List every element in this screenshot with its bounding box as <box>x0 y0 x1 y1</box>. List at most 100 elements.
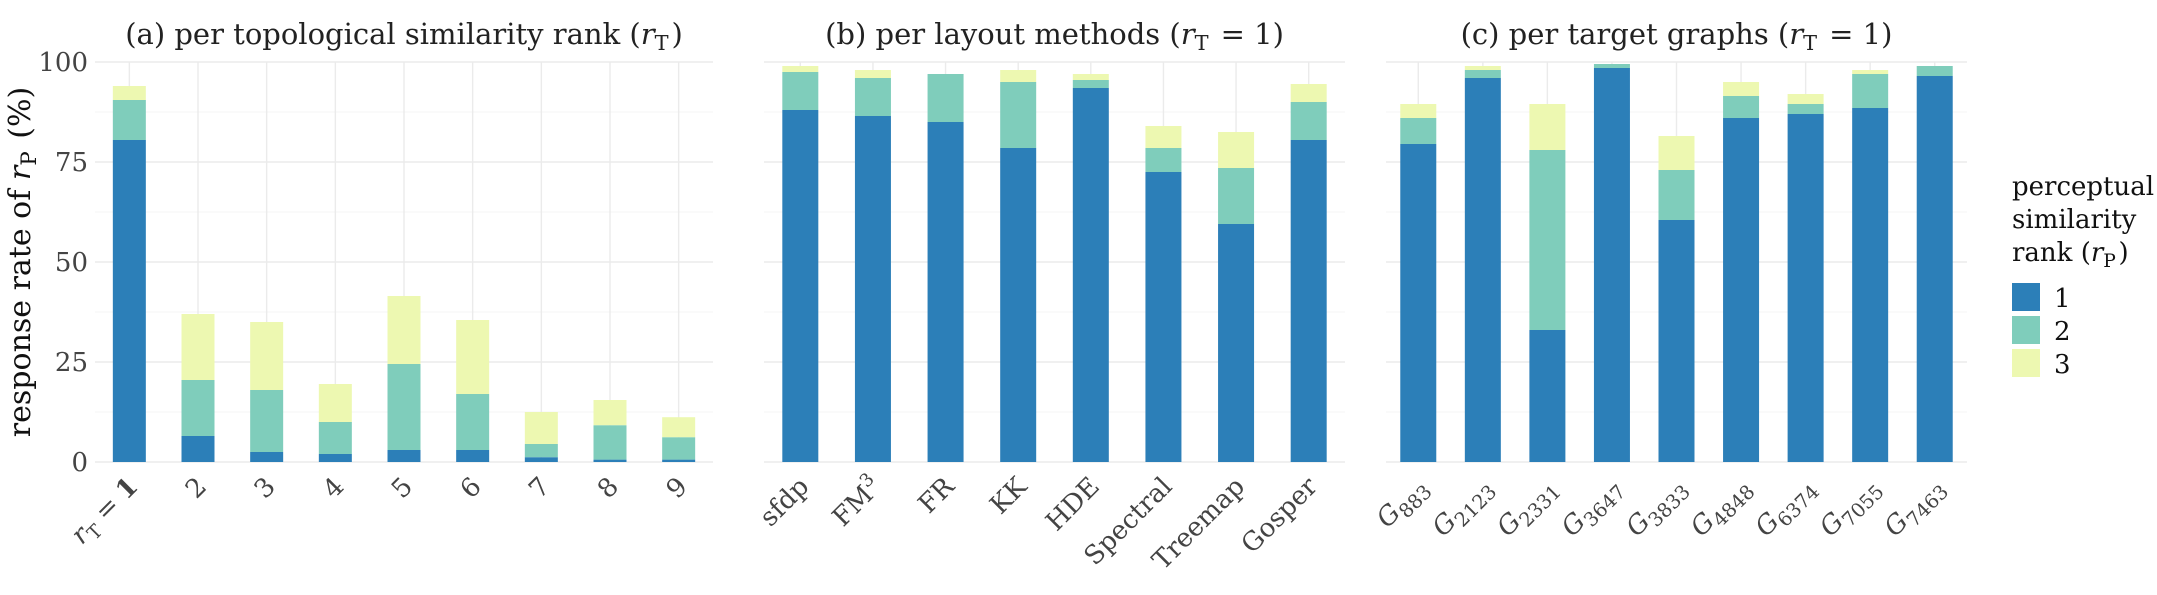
bar-segment-rank-1 <box>250 452 284 462</box>
bar-segment-rank-3 <box>1658 136 1695 170</box>
bar-segment-rank-3 <box>593 400 627 426</box>
bar-segment-rank-1 <box>1916 76 1953 462</box>
y-tick-label: 0 <box>71 448 88 478</box>
bar-segment-rank-1 <box>782 110 819 462</box>
bar-segment-rank-2 <box>1290 102 1327 140</box>
legend-swatch-2 <box>2012 316 2040 344</box>
x-tick-label: 4 <box>317 472 350 505</box>
bar-segment-rank-2 <box>1852 74 1889 108</box>
x-tick-label: 8 <box>592 472 625 505</box>
bar-segment-rank-1 <box>181 436 215 462</box>
bar-segment-rank-2 <box>181 380 215 436</box>
x-tick-label: G7463 <box>1879 472 1954 547</box>
bar-segment-rank-1 <box>1593 68 1630 462</box>
y-tick-label: 75 <box>55 148 88 178</box>
legend-title-line: perceptual <box>2012 172 2154 202</box>
bar-segment-rank-2 <box>593 425 627 460</box>
bar-segment-rank-2 <box>387 364 421 450</box>
bar-segment-rank-2 <box>1464 70 1501 78</box>
legend-label: 2 <box>2054 317 2071 347</box>
bar-segment-rank-1 <box>1218 224 1255 462</box>
bar-segment-rank-3 <box>854 70 891 78</box>
bar-segment-rank-3 <box>387 296 421 364</box>
bar-segment-rank-3 <box>1529 104 1566 150</box>
x-tick-label: G4848 <box>1685 472 1760 547</box>
legend-title-line: similarity <box>2012 205 2137 235</box>
x-tick-label: G6374 <box>1750 472 1825 547</box>
bar-segment-rank-3 <box>1787 94 1824 104</box>
bar-segment-rank-2 <box>854 78 891 116</box>
bar-segment-rank-1 <box>524 457 558 462</box>
y-tick-label: 25 <box>55 348 88 378</box>
bar-segment-rank-2 <box>1400 118 1437 144</box>
x-tick-label: KK <box>984 471 1033 520</box>
x-tick-label: G3647 <box>1556 472 1631 547</box>
bar-segment-rank-3 <box>662 417 696 438</box>
chart-panels: 0 25 50 75 100 rT = 1 2 3 4 5 6 7 8 9 (a) per topologi… <box>38 17 1967 576</box>
bar-segment-rank-1 <box>1529 330 1566 462</box>
x-tick-label: FR <box>913 471 962 520</box>
x-tick-label: 7 <box>523 472 556 505</box>
y-axis-label: response rate of rP (%) <box>3 87 42 437</box>
x-tick-label: sfdp <box>754 472 815 533</box>
bar-segment-rank-3 <box>1145 126 1182 148</box>
panel-title: (a) per topological similarity rank (rT … <box>125 17 683 55</box>
bar-segment-rank-2 <box>318 422 352 454</box>
bar-segment-rank-3 <box>1723 82 1760 96</box>
x-tick-label: G883 <box>1371 472 1437 538</box>
panel-title: (b) per layout methods (rT = 1) <box>825 17 1284 55</box>
x-tick-label: Gosper <box>1236 471 1324 559</box>
bar-segment-rank-2 <box>1218 168 1255 224</box>
bar-segment-rank-2 <box>1529 150 1566 330</box>
legend-swatch-1 <box>2012 283 2040 311</box>
bar-segment-rank-2 <box>927 74 964 122</box>
x-tick-label: 2 <box>180 472 213 505</box>
y-tick-label: 50 <box>55 248 88 278</box>
bar-segment-rank-3 <box>112 86 146 100</box>
bar-segment-rank-2 <box>112 100 146 140</box>
bar-segment-rank-2 <box>1916 66 1953 76</box>
bar-segment-rank-2 <box>524 444 558 458</box>
bar-segment-rank-1 <box>1145 172 1182 462</box>
y-tick-label: 100 <box>38 48 88 78</box>
bar-segment-rank-3 <box>181 314 215 380</box>
x-tick-label: rT = 1 <box>66 472 148 554</box>
bar-segment-rank-1 <box>112 140 146 462</box>
x-tick-label: 9 <box>661 472 694 505</box>
legend-label: 1 <box>2054 284 2071 314</box>
panel-3: G883G2123G2331G3647G3833G4848G6374G7055G… <box>1371 17 1967 547</box>
bar-segment-rank-2 <box>1658 170 1695 220</box>
bar-segment-rank-2 <box>1000 82 1037 148</box>
bar-segment-rank-3 <box>1400 104 1437 118</box>
bar-segment-rank-1 <box>387 450 421 462</box>
legend-title-line: rank (rP ) <box>2012 238 2129 272</box>
bar-segment-rank-2 <box>1072 80 1109 88</box>
bar-segment-rank-3 <box>782 66 819 72</box>
bar-segment-rank-2 <box>662 437 696 460</box>
bar-segment-rank-2 <box>456 394 490 450</box>
bar-segment-rank-2 <box>1145 148 1182 172</box>
bar-segment-rank-1 <box>927 122 964 462</box>
x-tick-label: G2331 <box>1491 472 1566 547</box>
bar-segment-rank-1 <box>1400 144 1437 462</box>
bar-segment-rank-3 <box>1290 84 1327 102</box>
bar-segment-rank-1 <box>1290 140 1327 462</box>
bar-segment-rank-3 <box>1072 74 1109 80</box>
bar-segment-rank-2 <box>782 72 819 110</box>
x-tick-label: G2123 <box>1427 472 1502 547</box>
bar-segment-rank-1 <box>1852 108 1889 462</box>
bar-segment-rank-1 <box>662 459 696 462</box>
bar-segment-rank-1 <box>1723 118 1760 462</box>
bar-segment-rank-3 <box>250 322 284 390</box>
bar-segment-rank-3 <box>1218 132 1255 168</box>
bar-segment-rank-1 <box>1464 78 1501 462</box>
bar-segment-rank-3 <box>456 320 490 394</box>
bar-segment-rank-1 <box>1658 220 1695 462</box>
x-tick-label: 3 <box>249 472 282 505</box>
bar-segment-rank-2 <box>250 390 284 452</box>
bar-segment-rank-2 <box>1787 104 1824 114</box>
